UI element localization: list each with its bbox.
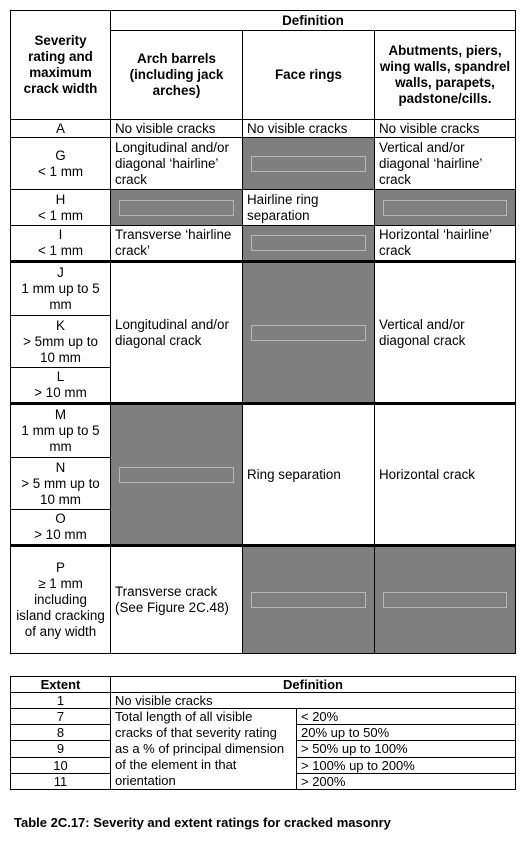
table-row: J 1 mm up to 5 mm Longitudinal and/or di… [10,260,517,404]
table-row: L > 10 mm [10,367,516,404]
table-row: 7 Total length of all visible cracks of … [10,707,516,790]
arch-p: Transverse crack (See Figure 2C.48) [110,544,243,654]
rating-p-width: ≥ 1 mm including island cracking of any … [16,576,105,639]
abut-p-not-applicable [373,544,517,654]
rating-g-width: < 1 mm [37,163,84,179]
rating-m-letter: M [54,407,67,422]
abut-h-not-applicable [373,189,517,226]
rating-k-letter: K [56,317,65,333]
extent-value: 11 [10,772,111,791]
rating-h-letter: H [55,191,66,207]
face-jkl-not-applicable [242,260,375,404]
rating-j-letter: J [57,265,64,280]
rating-k-width: > 5mm up to 10 mm [23,333,98,365]
extent-value: 8 [10,724,111,742]
rating-m: M 1 mm up to 5 mm [10,402,111,458]
table-row: 1 No visible cracks [10,692,516,709]
table-row: H < 1 mm Hairline ring separation [10,189,517,226]
rating-i-letter: I [58,227,63,242]
rating-h: H < 1 mm [10,189,111,226]
extent-header: Extent [10,676,111,693]
extent-definition-header: Definition [110,676,516,693]
abut-jkl: Vertical and/or diagonal crack [373,260,517,404]
face-a: No visible cracks [242,119,375,138]
table-row: M 1 mm up to 5 mm Ring separation Horizo… [10,402,517,546]
table-row: K > 5mm up to 10 mm [10,315,516,368]
rating-l: L > 10 mm [10,367,111,404]
rating-h-width: < 1 mm [37,207,84,223]
rating-p: P ≥ 1 mm including island cracking of an… [10,544,111,654]
extent-range: < 20% [296,707,516,726]
face-mno: Ring separation [242,402,375,546]
extent-range: > 50% up to 100% [296,740,516,758]
extent-range: 20% up to 50% [296,724,516,742]
table-row: G < 1 mm Longitudinal and/or diagonal ‘h… [10,137,517,190]
rating-p-letter: P [56,560,65,575]
severity-table: Severity rating and maximum crack width … [10,10,517,654]
table-row: A No visible cracks No visible cracks No… [10,119,517,138]
extent-definition: No visible cracks [110,692,516,709]
face-h: Hairline ring separation [242,189,375,226]
extent-value: 1 [10,692,111,709]
rating-n: N > 5 mm up to 10 mm [10,457,111,510]
extent-range: > 200% [296,772,516,791]
rating-l-letter: L [56,369,65,384]
extent-shared-definition: Total length of all visible cracks of th… [110,708,297,790]
table-row: 10 > 100% up to 200% [10,756,516,774]
rating-n-width: > 5 mm up to 10 mm [21,475,100,507]
arch-g: Longitudinal and/or diagonal ‘hairline’ … [110,137,243,190]
rating-g: G < 1 mm [10,137,111,190]
arch-mno-not-applicable [110,402,243,546]
rating-m-width: 1 mm up to 5 mm [21,423,100,454]
face-p-not-applicable [242,544,375,654]
face-rings-header: Face rings [242,30,375,120]
severity-header: Severity rating and maximum crack width [10,10,111,120]
extent-range: > 100% up to 200% [296,756,516,774]
face-i-not-applicable [242,225,375,262]
arch-jkl: Longitudinal and/or diagonal crack [110,260,243,404]
table-caption: Table 2C.17: Severity and extent ratings… [14,815,391,830]
extent-value: 7 [10,707,111,726]
abut-g: Vertical and/or diagonal ‘hairline’ crac… [373,137,517,190]
rating-n-letter: N [55,459,66,475]
extent-table: Extent Definition 1 No visible cracks 7 … [10,676,516,791]
arch-a: No visible cracks [110,119,243,138]
rating-j-width: 1 mm up to 5 mm [21,281,100,312]
rating-j: J 1 mm up to 5 mm [10,260,111,316]
abut-a: No visible cracks [373,119,517,138]
arch-h-not-applicable [110,189,243,226]
rating-l-width: > 10 mm [34,385,87,400]
table-row: 11 > 200% [10,772,516,791]
abutments-header: Abutments, piers, wing walls, spandrel w… [373,30,517,120]
definition-header: Definition [109,10,517,31]
arch-i: Transverse ‘hairline crack’ [110,225,243,262]
rating-o: O > 10 mm [10,509,111,546]
rating-o-width: > 10 mm [34,527,87,542]
table-row: P ≥ 1 mm including island cracking of an… [10,544,517,654]
table-row: 8 20% up to 50% [10,724,516,742]
extent-value: 10 [10,756,111,774]
table-row: I < 1 mm Transverse ‘hairline crack’ Hor… [10,225,517,262]
rating-i-width: < 1 mm [37,243,84,258]
rating-g-letter: G [55,147,66,163]
arch-barrels-header: Arch barrels (including jack arches) [110,30,243,120]
rating-i: I < 1 mm [10,225,111,262]
abut-mno: Horizontal crack [373,402,517,546]
table-row: N > 5 mm up to 10 mm [10,457,516,510]
abut-i: Horizontal ‘hairline’ crack [373,225,517,262]
rating-k: K > 5mm up to 10 mm [10,315,111,368]
face-g-not-applicable [242,137,375,190]
rating-o-letter: O [55,511,66,526]
extent-value: 9 [10,740,111,758]
rating-a: A [10,119,111,138]
